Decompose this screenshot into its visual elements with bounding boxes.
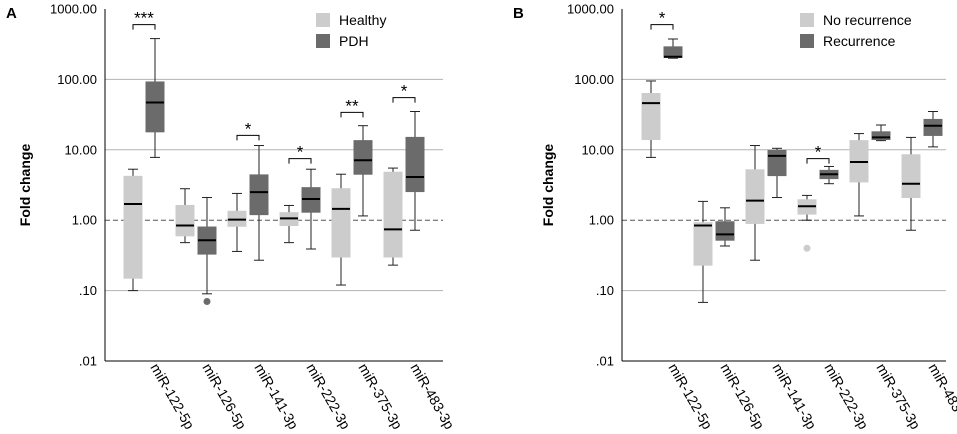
- significance-bracket: [288, 158, 312, 164]
- x-tick-label: miR-222-3p: [303, 361, 354, 433]
- y-tick-label: .01: [79, 354, 97, 369]
- box-healthy: [175, 204, 195, 237]
- x-tick-label: miR-222-3p: [821, 361, 872, 433]
- box-no-recurrence: [641, 93, 661, 141]
- x-tick-label: miR-122-5p: [147, 361, 198, 433]
- box-no-recurrence: [745, 169, 765, 224]
- x-tick-label: miR-141-3p: [251, 361, 302, 433]
- outlier-point: [203, 298, 211, 306]
- legend-swatch: [316, 34, 330, 48]
- x-tick-label: miR-126-5p: [717, 361, 768, 433]
- box-pdh: [249, 174, 269, 216]
- y-tick-label: 1.00: [72, 213, 97, 228]
- y-axis-label: Fold change: [17, 144, 33, 227]
- box-pdh: [405, 136, 425, 193]
- legend-swatch: [316, 13, 330, 27]
- box-recurrence: [715, 221, 735, 241]
- legend-swatch: [800, 34, 814, 48]
- significance-bracket: [340, 111, 364, 118]
- panel-label: B: [513, 5, 524, 22]
- x-tick-label: miR-126-5p: [199, 361, 250, 433]
- significance-bracket: [650, 24, 674, 30]
- y-tick-label: 100.00: [57, 72, 97, 87]
- x-tick-label: miR-122-5p: [665, 361, 716, 433]
- significance-label: *: [297, 143, 304, 162]
- y-tick-label: 1000.00: [567, 2, 614, 17]
- significance-bracket: [236, 134, 260, 141]
- significance-label: *: [659, 9, 666, 28]
- y-tick-label: 10.00: [581, 142, 614, 157]
- y-tick-label: 1000.00: [50, 2, 97, 17]
- significance-label: *: [401, 82, 408, 101]
- legend-label: Healthy: [339, 12, 386, 28]
- y-tick-label: 100.00: [574, 72, 614, 87]
- x-tick-label: miR-483-3p: [407, 361, 458, 433]
- significance-label: *: [815, 143, 822, 162]
- box-healthy: [123, 175, 143, 279]
- legend-label: Recurrence: [823, 33, 896, 49]
- x-tick-label: miR-375-3p: [873, 361, 924, 433]
- x-tick-label: miR-375-3p: [355, 361, 406, 433]
- y-tick-label: .10: [596, 283, 614, 298]
- significance-label: *: [245, 119, 252, 138]
- legend-label: No recurrence: [823, 12, 912, 28]
- significance-bracket: [392, 97, 416, 103]
- y-tick-label: .10: [79, 283, 97, 298]
- significance-bracket: [132, 24, 156, 30]
- y-tick-label: 1.00: [589, 213, 614, 228]
- x-tick-label: miR-483-3p: [925, 361, 957, 433]
- box-recurrence: [767, 149, 787, 177]
- panel-label: A: [6, 5, 17, 22]
- x-tick-label: miR-141-3p: [769, 361, 820, 433]
- y-axis-label: Fold change: [540, 144, 556, 227]
- box-recurrence: [871, 131, 891, 141]
- outlier-point: [803, 244, 811, 252]
- legend-label: PDH: [339, 33, 369, 49]
- y-tick-label: .01: [596, 354, 614, 369]
- box-no-recurrence: [693, 222, 713, 266]
- box-healthy: [383, 171, 403, 258]
- significance-label: **: [345, 96, 359, 115]
- box-recurrence: [923, 118, 943, 136]
- box-no-recurrence: [901, 154, 921, 199]
- box-pdh: [353, 140, 373, 175]
- significance-label: ***: [134, 9, 154, 28]
- box-pdh: [145, 81, 165, 133]
- significance-bracket: [806, 158, 830, 164]
- y-tick-label: 10.00: [64, 142, 97, 157]
- box-healthy: [331, 188, 351, 258]
- legend-swatch: [800, 13, 814, 27]
